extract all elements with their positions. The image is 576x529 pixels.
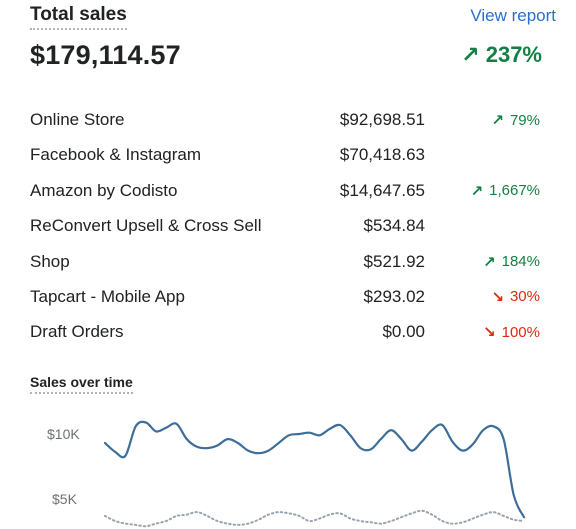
channel-change: ↗ 184%: [483, 253, 540, 271]
channel-amount: $534.84: [363, 216, 425, 236]
list-item: Shop $521.92 ↗ 184%: [30, 245, 546, 280]
channel-label: Shop: [30, 251, 70, 271]
arrow-up-right-icon: ↗: [483, 253, 496, 271]
channel-change: ↗ 79%: [491, 111, 540, 130]
list-item: Amazon by Codisto $14,647.65 ↗ 1,667%: [30, 174, 546, 209]
y-tick-label-5k: $5K: [52, 491, 78, 507]
list-item: Draft Orders $0.00 ↘ 100%: [30, 315, 546, 350]
view-report-link[interactable]: View report: [470, 6, 556, 25]
total-sales-amount: $179,114.57: [30, 40, 181, 70]
arrow-up-right-icon: ↗: [461, 42, 480, 67]
series-layer: [103, 420, 526, 528]
channel-amount: $293.02: [363, 286, 425, 306]
arrow-up-right-icon: ↗: [470, 182, 484, 200]
channel-label: Tapcart - Mobile App: [30, 286, 185, 306]
list-item: Tapcart - Mobile App $293.02 ↘ 30%: [30, 280, 546, 315]
chart-title: Sales over time: [30, 374, 133, 394]
channel-amount: $521.92: [363, 251, 425, 271]
list-item: Online Store $92,698.51 ↗ 79%: [30, 103, 546, 138]
channel-change: ↘ 100%: [483, 323, 540, 342]
list-item: ReConvert Upsell & Cross Sell $534.84: [30, 209, 546, 244]
channel-label: Facebook & Instagram: [30, 145, 202, 165]
channel-amount: $92,698.51: [339, 110, 425, 129]
card-header: Total sales View report: [30, 4, 556, 34]
list-item: Facebook & Instagram $70,418.63: [30, 138, 546, 173]
channel-change-value: 100%: [501, 323, 540, 341]
sales-over-time-chart: $10K $5K: [47, 420, 526, 528]
channel-label: Draft Orders: [30, 322, 124, 342]
arrow-down-right-icon: ↘: [491, 288, 504, 306]
series-line-current: [103, 420, 526, 519]
y-tick-label-10k: $10K: [47, 426, 80, 442]
channel-change: ↗ 1,667%: [471, 182, 540, 200]
channel-amount: $0.00: [382, 322, 425, 342]
card-title: Total sales: [30, 4, 127, 30]
sales-by-channel-list: Online Store $92,698.51 ↗ 79% Facebook &…: [30, 103, 546, 351]
channel-change: ↘ 30%: [491, 288, 540, 306]
channel-change-value: 1,667%: [489, 182, 540, 200]
channel-label: ReConvert Upsell & Cross Sell: [30, 216, 262, 236]
total-change-value: 237%: [485, 42, 542, 67]
arrow-up-right-icon: ↗: [491, 112, 504, 129]
arrow-down-right-icon: ↘: [483, 324, 496, 342]
channel-amount: $70,418.63: [339, 145, 425, 165]
channel-label: Online Store: [30, 110, 125, 129]
channel-change-value: 30%: [509, 288, 540, 306]
channel-change-value: 79%: [509, 111, 540, 129]
channel-label: Amazon by Codisto: [30, 180, 178, 200]
channel-amount: $14,647.65: [339, 180, 425, 200]
channel-change-value: 184%: [501, 253, 540, 271]
series-line-comparison: [104, 509, 525, 528]
total-sales-change: ↗ 237%: [461, 42, 542, 68]
